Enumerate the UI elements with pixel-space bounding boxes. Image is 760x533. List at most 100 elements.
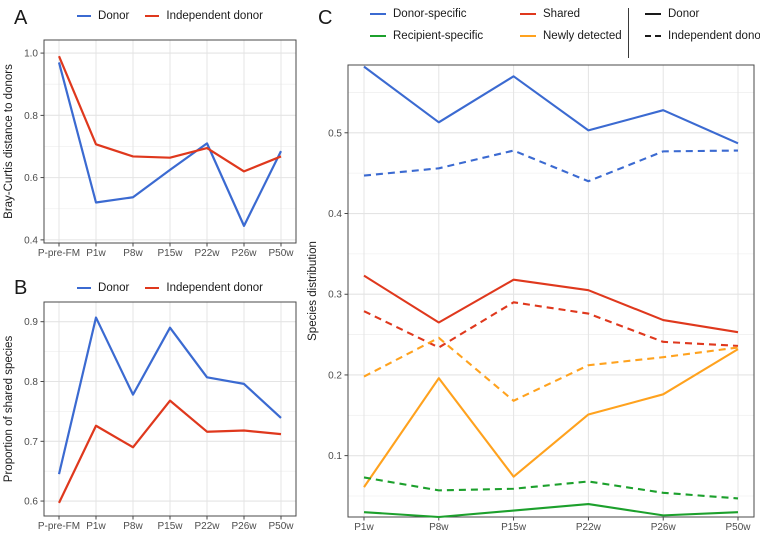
x-tick-label: P22w <box>576 522 602 533</box>
independent-donor-line-key <box>145 287 160 289</box>
legend-item-donor-specific: Donor-specific <box>370 8 520 20</box>
legend-item-independent-donor: Independent donor <box>145 10 263 22</box>
legend-label-donor-specific: Donor-specific <box>393 8 467 20</box>
x-tick-label: P50w <box>268 521 294 532</box>
panel-a-legend: Donor Independent donor <box>44 10 296 22</box>
legend-item-donor: Donor <box>77 282 129 294</box>
legend-label-recipient-specific: Recipient-specific <box>393 30 484 42</box>
series-line <box>363 65 739 145</box>
x-tick-label: P50w <box>268 248 294 259</box>
legend-label-shared: Shared <box>543 8 581 20</box>
legend-label-independent-donor: Independent donor <box>166 10 263 22</box>
series-line <box>57 62 282 227</box>
legend-item-linetype-independent: Independent donor <box>645 30 760 42</box>
species-distribution-chart: 0.1 0.2 0.3 0.4 0.5 P1w P8w P15w P22w P26w P50w Spe… <box>300 60 760 533</box>
x-tick-label: P8w <box>123 521 143 532</box>
legend-color-column-1: Donor-specific Recipient-specific <box>370 8 520 42</box>
series-line <box>363 301 739 349</box>
y-tick-label: 0.4 <box>328 209 342 220</box>
panel-border <box>43 39 297 244</box>
shared-line-key <box>520 13 536 15</box>
panel-b: B Donor Independent donor 0.6 0.7 0.8 0.9 P-… <box>0 266 300 533</box>
series-line <box>58 399 282 504</box>
series-line <box>363 274 739 334</box>
y-tick-label: 0.6 <box>24 173 38 184</box>
y-tick-label: 0.6 <box>24 497 38 508</box>
x-tick-label: P15w <box>157 521 183 532</box>
legend-divider <box>628 8 629 58</box>
bray-curtis-svg: 0.4 0.6 0.8 1.0 P-pre-FM P1w P8w P15w P22w P26w P5… <box>3 39 297 259</box>
recipient-specific-line-key <box>370 35 386 37</box>
legend-label-linetype-donor: Donor <box>668 8 700 20</box>
series-line <box>57 55 282 173</box>
x-tick-label: P26w <box>231 248 257 259</box>
panel-a: A Donor Independent donor 0.4 0.6 0.8 1.0 P-… <box>0 0 300 266</box>
y-tick-label: 0.8 <box>24 377 38 388</box>
legend-item-donor: Donor <box>77 10 129 22</box>
y-axis-label: Bray-Curtis distance to donors <box>3 64 15 219</box>
x-tick-label: P26w <box>231 521 257 532</box>
legend-label-donor: Donor <box>98 10 130 22</box>
x-tick-label: P8w <box>123 248 143 259</box>
series-line <box>363 149 739 183</box>
y-tick-label: 0.2 <box>328 370 342 381</box>
x-tick-label: P15w <box>501 522 527 533</box>
x-tick-label: P1w <box>354 522 374 533</box>
panel-c-label: C <box>318 7 333 29</box>
series-line <box>363 336 739 402</box>
donor-line-key <box>77 15 92 17</box>
panel-b-label: B <box>14 277 28 299</box>
series-line <box>363 503 739 519</box>
legend-label-newly-detected: Newly detected <box>543 30 622 42</box>
y-axis-label: Proportion of shared species <box>3 336 15 483</box>
x-tick-label: P22w <box>194 521 220 532</box>
x-tick-label: P1w <box>86 248 106 259</box>
shared-species-svg: 0.6 0.7 0.8 0.9 P-pre-FM P1w P8w P15w P22w P26w P5… <box>3 301 297 532</box>
solid-line-key <box>645 13 661 15</box>
series-line <box>57 316 282 475</box>
y-tick-label: 1.0 <box>24 49 38 60</box>
legend-linetype-column: Donor Independent donor <box>629 8 760 42</box>
legend-item-recipient-specific: Recipient-specific <box>370 30 520 42</box>
y-tick-label: 0.3 <box>328 290 342 301</box>
panel-border <box>43 301 297 517</box>
legend-label-linetype-independent: Independent donor <box>668 30 760 42</box>
series-line <box>363 348 739 488</box>
legend-label-independent-donor: Independent donor <box>166 282 263 294</box>
y-tick-label: 0.1 <box>328 451 342 462</box>
panel-c-legend: Donor-specific Recipient-specific Shared… <box>370 8 760 58</box>
donor-line-key <box>77 287 92 289</box>
y-tick-label: 0.4 <box>24 235 38 246</box>
x-tick-label: P-pre-FM <box>38 521 80 532</box>
legend-color-column-2: Shared Newly detected <box>520 8 624 42</box>
legend-item-shared: Shared <box>520 8 624 20</box>
dashed-line-key <box>645 35 661 37</box>
donor-specific-line-key <box>370 13 386 15</box>
x-tick-label: P50w <box>725 522 751 533</box>
legend-label-donor: Donor <box>98 282 130 294</box>
species-distribution-svg: 0.1 0.2 0.3 0.4 0.5 P1w P8w P15w P22w P26w P50w Spe… <box>307 64 755 533</box>
series-line <box>363 476 739 500</box>
shared-species-chart: 0.6 0.7 0.8 0.9 P-pre-FM P1w P8w P15w P22w P26w P5… <box>0 298 300 533</box>
legend-item-linetype-donor: Donor <box>645 8 760 20</box>
legend-item-newly-detected: Newly detected <box>520 30 624 42</box>
panel-a-label: A <box>14 7 28 29</box>
x-tick-label: P26w <box>651 522 677 533</box>
panel-b-legend: Donor Independent donor <box>44 282 296 294</box>
x-tick-label: P15w <box>157 248 183 259</box>
x-tick-label: P1w <box>86 521 106 532</box>
y-tick-label: 0.8 <box>24 111 38 122</box>
panel-border <box>347 64 755 518</box>
x-tick-label: P22w <box>194 248 220 259</box>
y-tick-label: 0.5 <box>328 128 342 139</box>
newly-detected-line-key <box>520 35 536 37</box>
legend-item-independent-donor: Independent donor <box>145 282 263 294</box>
independent-donor-line-key <box>145 15 160 17</box>
bray-curtis-chart: 0.4 0.6 0.8 1.0 P-pre-FM P1w P8w P15w P22w P26w P5… <box>0 26 300 271</box>
x-tick-label: P8w <box>429 522 449 533</box>
x-tick-label: P-pre-FM <box>38 248 80 259</box>
panel-c: C Donor-specific Recipient-specific Shar… <box>300 0 760 533</box>
y-axis-label: Species distribution <box>307 241 319 341</box>
y-tick-label: 0.7 <box>24 437 38 448</box>
